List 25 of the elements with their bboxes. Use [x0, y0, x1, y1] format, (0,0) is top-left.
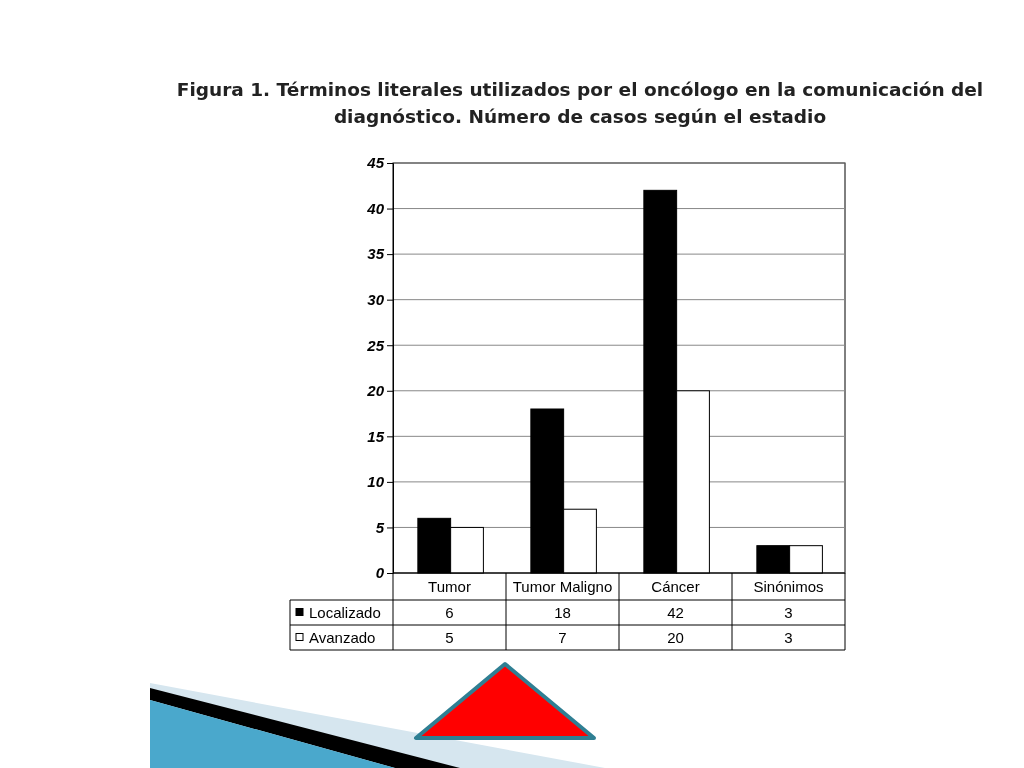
y-tick-label: 10: [367, 473, 385, 491]
y-tick-label: 30: [367, 290, 385, 308]
y-tick-label: 45: [366, 154, 385, 172]
y-tick-label: 0: [375, 564, 385, 582]
x-tick-label: Sinónimos: [753, 577, 824, 595]
x-tick-label: Tumor: [428, 577, 471, 595]
data-label: 18: [554, 603, 571, 621]
y-tick-label: 25: [366, 336, 385, 354]
data-label: 7: [558, 628, 567, 646]
x-tick-label: Tumor Maligno: [512, 577, 613, 595]
data-label: 20: [667, 628, 684, 646]
data-label: 3: [784, 603, 793, 621]
data-label: 5: [445, 628, 454, 646]
data-label: 42: [667, 603, 684, 621]
data-label: 3: [784, 628, 793, 646]
data-label: 6: [445, 603, 454, 621]
y-tick-label: 35: [367, 245, 385, 263]
x-tick-label: Cáncer: [651, 577, 700, 595]
legend-label: Localizado: [309, 603, 381, 621]
y-tick-label: 40: [366, 199, 385, 217]
y-tick-label: 15: [367, 427, 385, 445]
chart-title: Figura 1. Términos literales utilizados por el oncólogo en la comunicación del diagnóstico. Número de casos según el estadio: [175, 78, 985, 129]
legend-label: Avanzado: [309, 628, 376, 646]
y-tick-label: 20: [366, 382, 385, 400]
y-tick-label: 5: [375, 518, 385, 536]
